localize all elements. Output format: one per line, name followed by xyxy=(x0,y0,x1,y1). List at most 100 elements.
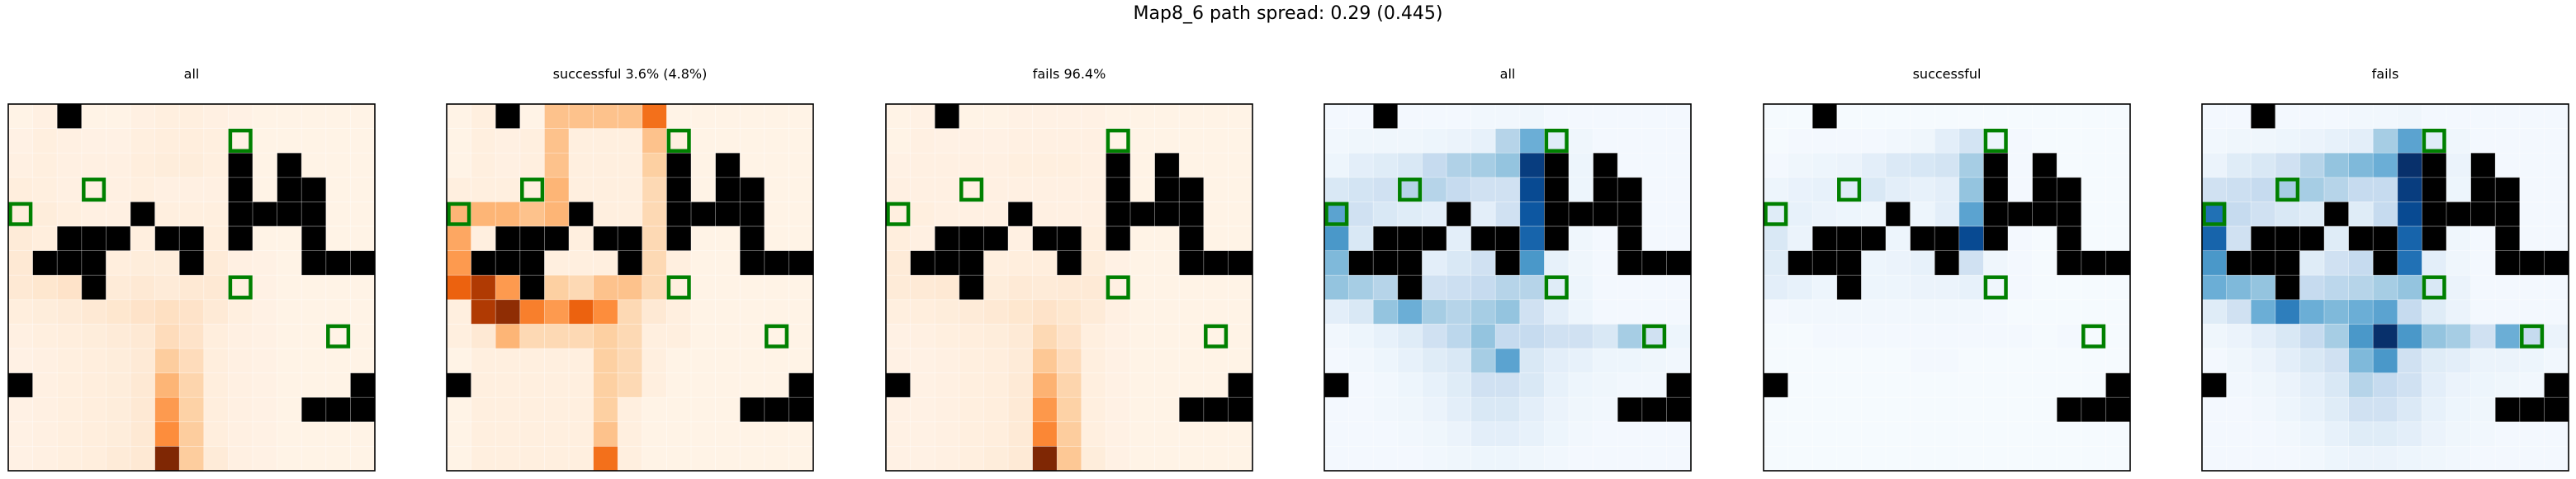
heat-cell xyxy=(983,128,1009,154)
heat-cell xyxy=(1057,177,1082,202)
heat-cell xyxy=(1788,446,1813,472)
wall-cell xyxy=(666,153,692,178)
heat-cell xyxy=(81,349,107,373)
heat-cell xyxy=(447,446,471,472)
heat-cell xyxy=(519,446,545,472)
heat-cell xyxy=(2081,349,2106,373)
heat-cell xyxy=(81,446,107,472)
heat-cell xyxy=(740,421,765,447)
heat-cell xyxy=(1910,299,1935,325)
heat-cell xyxy=(1228,349,1253,373)
heat-cell xyxy=(2544,153,2569,178)
heat-cell xyxy=(910,202,935,227)
heat-cell xyxy=(1593,250,1618,276)
heat-cell xyxy=(1081,104,1106,129)
heat-cell xyxy=(154,128,180,154)
heat-cell xyxy=(642,324,667,349)
heat-cell xyxy=(57,153,83,178)
heat-cell xyxy=(350,177,376,202)
heat-cell xyxy=(1008,349,1033,373)
heat-cell xyxy=(8,226,33,251)
heat-cell xyxy=(886,324,911,349)
heat-cell xyxy=(447,226,471,251)
heat-cell xyxy=(471,128,496,154)
heat-cell xyxy=(764,153,789,178)
heat-cell xyxy=(2397,128,2422,154)
wall-cell xyxy=(228,153,253,178)
goal-marker xyxy=(326,324,351,349)
heat-cell xyxy=(886,299,911,325)
heat-cell xyxy=(666,250,692,276)
heat-cell xyxy=(1519,177,1545,202)
heat-cell xyxy=(715,372,741,398)
heat-cell xyxy=(1032,446,1058,472)
heat-cell xyxy=(130,153,155,178)
heat-cell xyxy=(1569,421,1593,447)
heat-cell xyxy=(2081,153,2106,178)
heatmap-panel-2 xyxy=(446,103,814,472)
wall-cell xyxy=(1934,226,1960,251)
heat-cell xyxy=(569,226,594,251)
heat-cell xyxy=(1617,349,1643,373)
heat-cell xyxy=(2348,202,2374,227)
heat-cell xyxy=(179,275,205,301)
heat-cell xyxy=(1983,104,2009,129)
heat-cell xyxy=(666,324,692,349)
wall-cell xyxy=(740,202,765,227)
heat-cell xyxy=(2032,250,2057,276)
heat-cell xyxy=(788,202,814,227)
heat-cell xyxy=(471,104,496,129)
heat-cell xyxy=(325,226,351,251)
heat-cell xyxy=(57,275,83,301)
heat-cell xyxy=(2032,446,2057,472)
heat-cell xyxy=(301,128,327,154)
heat-cell xyxy=(1008,177,1033,202)
heat-cell xyxy=(2008,104,2033,129)
wall-cell xyxy=(788,397,814,423)
heat-cell xyxy=(1324,104,1349,129)
heat-cell xyxy=(1641,349,1667,373)
heat-cell xyxy=(2544,226,2569,251)
heat-cell xyxy=(2299,446,2325,472)
heat-cell xyxy=(1812,275,1838,301)
heat-cell xyxy=(788,299,814,325)
heat-cell xyxy=(228,104,253,129)
heat-cell xyxy=(569,104,594,129)
heat-cell xyxy=(325,349,351,373)
heat-cell xyxy=(2032,128,2057,154)
heat-cell xyxy=(1544,446,1570,472)
heat-cell xyxy=(1057,372,1082,398)
heat-cell xyxy=(1081,202,1106,227)
heat-cell xyxy=(2519,128,2545,154)
heat-cell xyxy=(2446,128,2471,154)
heat-cell xyxy=(1788,397,1813,423)
heat-cell xyxy=(959,104,984,129)
heat-cell xyxy=(8,177,33,202)
heat-cell xyxy=(519,349,545,373)
heat-cell xyxy=(2202,153,2227,178)
heat-cell xyxy=(130,275,155,301)
heat-cell xyxy=(544,275,570,301)
goal-marker xyxy=(959,178,984,202)
wall-cell xyxy=(1836,226,1862,251)
heat-cell xyxy=(203,128,229,154)
heat-cell xyxy=(1081,446,1106,472)
wall-cell xyxy=(228,226,253,251)
wall-cell xyxy=(2422,226,2447,251)
heat-cell xyxy=(1203,446,1229,472)
heat-cell xyxy=(935,372,960,398)
heat-cell xyxy=(2373,446,2398,472)
heat-cell xyxy=(1788,104,1813,129)
wall-cell xyxy=(2470,177,2496,202)
heat-cell xyxy=(740,128,765,154)
heat-cell xyxy=(1373,275,1399,301)
heat-cell xyxy=(2226,299,2252,325)
heat-cell xyxy=(179,446,205,472)
heat-cell xyxy=(1348,153,1374,178)
heat-cell xyxy=(1422,397,1447,423)
heat-cell xyxy=(618,397,643,423)
heat-cell xyxy=(1470,104,1496,129)
goal-marker xyxy=(1398,178,1423,202)
heat-cell xyxy=(1324,128,1349,154)
heat-cell xyxy=(569,250,594,276)
